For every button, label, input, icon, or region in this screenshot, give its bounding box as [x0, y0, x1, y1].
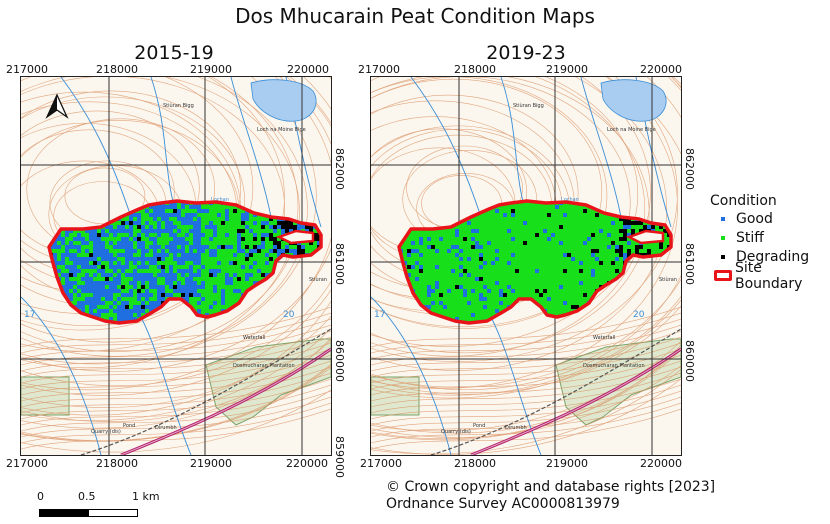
x-tick-top-left-2: 219000 [190, 63, 232, 76]
y-tick-left-3: 859000 [333, 436, 346, 478]
scale-label-1km: 1 km [132, 490, 160, 503]
copyright-line-1: © Crown copyright and database rights [2… [386, 479, 716, 495]
x-tick-bot-left-2: 219000 [190, 457, 232, 470]
map-label-loch-mid: Lochan [211, 197, 229, 203]
legend: Condition Good Stiff Degrading Site Boun… [710, 193, 830, 292]
x-tick-top-left-0: 217000 [6, 63, 48, 76]
map-svg-left: Loch na Mòine Bige Stiùran Bigg Dosmuchara… [21, 77, 331, 455]
map-label-waterfall: Waterfall [243, 335, 265, 341]
x-tick-bot-right-1: 218000 [454, 457, 496, 470]
panel-title-left: 2015-19 [134, 42, 214, 64]
y-tick-right-1: 861000 [683, 243, 696, 285]
map-label-dirumbh: Dirumbh [155, 425, 177, 431]
scale-segment-black [39, 509, 90, 517]
x-tick-bot-left-3: 220000 [286, 457, 328, 470]
copyright-line-2: Ordnance Survey AC0000813979 [386, 496, 620, 512]
map-label-grid-17: 17 [374, 310, 385, 320]
map-label-dirumbh: Dirumbh [505, 425, 527, 431]
x-tick-bot-left-0: 217000 [6, 457, 48, 470]
x-tick-bot-right-3: 220000 [640, 457, 682, 470]
map-label-hill: Stiùran Bigg [163, 102, 194, 109]
figure-title: Dos Mhucarain Peat Condition Maps [235, 4, 595, 28]
legend-item-stiff: Stiff [710, 228, 830, 247]
legend-item-degrading: Degrading [710, 247, 830, 266]
map-label-waterfall: Waterfall [593, 335, 615, 341]
x-tick-bot-right-0: 217000 [360, 457, 402, 470]
loch [600, 79, 667, 122]
map-label-loch-mid: Lochan [561, 197, 579, 203]
legend-label-site-boundary: Site Boundary [735, 259, 803, 292]
y-tick-left-2: 860000 [333, 340, 346, 382]
x-tick-top-right-1: 218000 [454, 63, 496, 76]
inner-boundary-hole [625, 229, 665, 245]
x-tick-top-left-3: 220000 [287, 63, 329, 76]
legend-swatch-site-boundary [713, 270, 732, 281]
x-tick-bot-left-1: 218000 [96, 457, 138, 470]
map-label-quarry: Quarry (dis) [91, 429, 121, 435]
map-label-hill2: Stiùran [309, 276, 327, 283]
map-svg-right: Loch na Mòine Bige Stiùran Bigg Dosmuchara… [371, 77, 681, 455]
y-tick-left-0: 862000 [333, 148, 346, 190]
inner-boundary-hole [275, 229, 315, 245]
map-label-hill: Stiùran Bigg [513, 102, 544, 109]
scale-label-0: 0 [37, 490, 44, 503]
copyright-notice: © Crown copyright and database rights [2… [386, 479, 715, 513]
road-inner [120, 348, 331, 455]
legend-item-good: Good [710, 209, 830, 228]
map-label-quarry: Quarry (dis) [441, 429, 471, 435]
streams [371, 77, 672, 455]
map-label-pond: Pond [473, 423, 485, 429]
legend-swatch-good [721, 216, 725, 221]
scale-segment-white [88, 509, 138, 517]
legend-label-degrading: Degrading [736, 248, 810, 265]
y-tick-right-0: 862000 [683, 148, 696, 190]
legend-title: Condition [710, 193, 777, 209]
site-boundary [397, 199, 673, 325]
legend-swatch-stiff [721, 235, 725, 240]
railway [80, 328, 331, 455]
x-tick-bot-right-2: 219000 [546, 457, 588, 470]
x-tick-top-left-1: 218000 [96, 63, 138, 76]
x-tick-top-right-2: 219000 [546, 63, 588, 76]
map-label-hill2: Stiùran [659, 276, 677, 283]
map-label-loch-top: Loch na Mòine Bige [257, 126, 306, 133]
legend-label-good: Good [736, 210, 773, 227]
map-panel-right: Loch na Mòine Bige Stiùran Bigg Dosmuchara… [370, 76, 682, 456]
scale-label-half: 0.5 [78, 490, 96, 503]
railway [430, 328, 681, 455]
map-label-loch-top: Loch na Mòine Bige [607, 126, 656, 133]
y-tick-right-2: 860000 [683, 340, 696, 382]
x-tick-top-right-3: 220000 [640, 63, 682, 76]
panel-title-right: 2019-23 [486, 42, 566, 64]
road-inner [470, 348, 681, 455]
north-arrow-icon [45, 93, 69, 119]
y-tick-left-1: 861000 [333, 243, 346, 285]
legend-label-stiff: Stiff [736, 229, 764, 246]
map-label-grid-17: 17 [24, 310, 35, 320]
map-label-grid-20: 20 [633, 310, 645, 320]
loch [250, 79, 317, 122]
map-label-pond: Pond [123, 423, 135, 429]
map-label-plantation: Dosmucharan Plantation [233, 363, 295, 369]
site-boundary [47, 199, 323, 325]
map-label-grid-20: 20 [283, 310, 295, 320]
map-label-plantation: Dosmucharan Plantation [583, 363, 645, 369]
legend-swatch-degrading [721, 254, 725, 259]
map-panel-left: Loch na Mòine Bige Stiùran Bigg Dosmuchara… [20, 76, 332, 456]
legend-item-site-boundary: Site Boundary [710, 260, 830, 292]
x-tick-top-right-0: 217000 [358, 63, 400, 76]
scale-bar: 0 0.5 1 km [36, 490, 176, 520]
